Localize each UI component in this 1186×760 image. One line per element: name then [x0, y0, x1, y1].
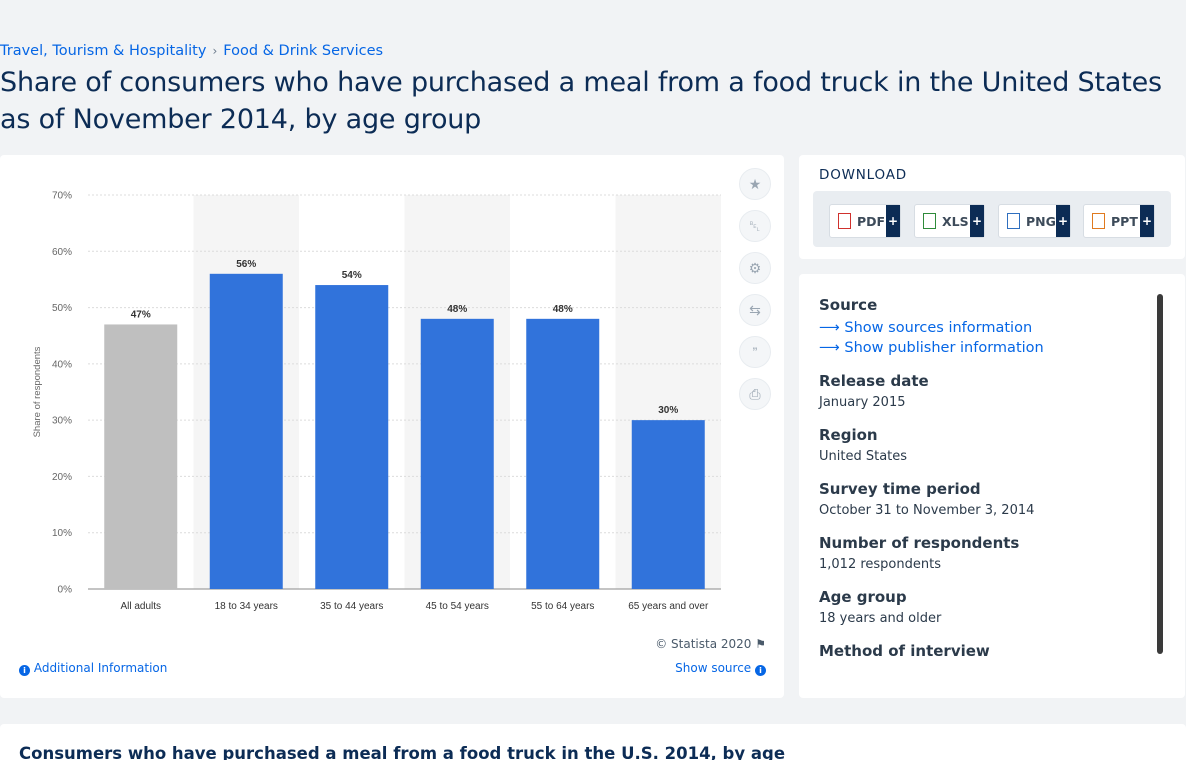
breadcrumb-item-travel[interactable]: Travel, Tourism & Hospitality [0, 43, 207, 59]
pdf-file-icon [838, 213, 851, 229]
favorite-star-icon[interactable]: ★ [739, 168, 771, 200]
survey-period-label: Survey time period [819, 480, 981, 498]
survey-period-value: October 31 to November 3, 2014 [819, 503, 1035, 518]
age-group-label: Age group [819, 588, 907, 606]
source-details: Source ⟶ Show sources information ⟶ Show… [819, 296, 1149, 665]
bar [420, 318, 494, 589]
download-pdf-label: PDF [857, 213, 886, 229]
copyright-text: © Statista 2020 [655, 637, 752, 651]
region-label: Region [819, 426, 878, 444]
bar [631, 420, 705, 589]
y-tick-label: 0% [58, 585, 73, 596]
cite-quote-icon[interactable]: ” [739, 336, 771, 368]
info-icon: i [19, 665, 30, 676]
scrollbar[interactable] [1157, 294, 1163, 654]
download-pdf-button[interactable]: PDF + [829, 204, 901, 238]
region-value: United States [819, 449, 908, 464]
share-icon[interactable]: ⇆ [739, 294, 771, 326]
x-tick-label: 18 to 34 years [215, 601, 278, 612]
x-tick-label: 55 to 64 years [531, 601, 594, 612]
download-xls-label: XLS [942, 213, 969, 229]
show-publisher-link[interactable]: ⟶ Show publisher information [819, 340, 1149, 356]
bar [209, 273, 283, 589]
arrow-right-icon: ⟶ [819, 320, 840, 336]
print-icon[interactable]: ⎙ [739, 378, 771, 410]
respondents-field: Number of respondents 1,012 respondents [819, 534, 1149, 572]
breadcrumb-separator: › [212, 44, 218, 58]
show-sources-label: Show sources information [844, 320, 1033, 336]
respondents-value: 1,012 respondents [819, 557, 941, 572]
x-tick-label: All adults [120, 601, 161, 612]
chart-toolbar: ★ ␇ ⚙ ⇆ ” ⎙ [739, 168, 771, 420]
region-field: Region United States [819, 426, 1149, 464]
download-png-label: PNG [1026, 213, 1056, 229]
y-tick-label: 50% [52, 303, 72, 314]
info-icon: i [755, 665, 766, 676]
data-label: 56% [236, 259, 256, 270]
chart-card: 0% 10% 20% 30% 40% 50% 60% 70% 47% All adults 56% 1… [0, 155, 784, 698]
bar-chart: 0% 10% 20% 30% 40% 50% 60% 70% 47% All adults 56% 1… [32, 191, 721, 612]
y-tick-label: 40% [52, 359, 72, 370]
y-tick-label: 10% [52, 528, 72, 539]
xls-file-icon [923, 213, 936, 229]
interview-method-field: Method of interview [819, 642, 1149, 660]
age-group-field: Age group 18 years and older [819, 588, 1149, 626]
x-tick-label: 45 to 54 years [426, 601, 489, 612]
data-label: 48% [553, 304, 573, 315]
data-label: 54% [342, 270, 362, 281]
page-title: Share of consumers who have purchased a … [0, 67, 1162, 135]
top-navigation-bar [0, 0, 1186, 40]
plus-icon[interactable]: + [970, 205, 984, 237]
plus-icon[interactable]: + [1056, 205, 1070, 237]
y-tick-label: 70% [52, 191, 72, 202]
copyright-notice: © Statista 2020 ⚑ [655, 637, 766, 651]
download-title: DOWNLOAD [819, 167, 907, 183]
download-buttons: PDF + XLS + PNG + PPT + [813, 191, 1171, 247]
download-ppt-button[interactable]: PPT + [1083, 204, 1155, 238]
flag-icon[interactable]: ⚑ [755, 637, 766, 651]
breadcrumb: Travel, Tourism & Hospitality › Food & Dri… [0, 43, 383, 59]
additional-information-label: Additional Information [33, 661, 168, 675]
y-tick-label: 60% [52, 247, 72, 258]
download-png-button[interactable]: PNG + [998, 204, 1071, 238]
y-axis-title: Share of respondents [32, 346, 43, 437]
plus-icon[interactable]: + [1140, 205, 1154, 237]
y-tick-label: 30% [52, 416, 72, 427]
breadcrumb-item-food-drink[interactable]: Food & Drink Services [223, 43, 384, 59]
additional-information-link[interactable]: i Additional Information [19, 661, 167, 676]
description-card: Consumers who have purchased a meal from… [0, 724, 1186, 760]
download-ppt-label: PPT [1111, 213, 1138, 229]
interview-method-label: Method of interview [819, 642, 990, 660]
source-details-card: Source ⟶ Show sources information ⟶ Show… [799, 274, 1185, 698]
release-date-value: January 2015 [819, 395, 906, 410]
release-date-field: Release date January 2015 [819, 372, 1149, 410]
notification-bell-icon[interactable]: ␇ [739, 210, 771, 242]
respondents-label: Number of respondents [819, 534, 1020, 552]
show-source-label: Show source [675, 661, 752, 675]
bar [315, 285, 389, 589]
x-tick-label: 35 to 44 years [320, 601, 383, 612]
show-publisher-label: Show publisher information [844, 340, 1044, 356]
download-card: DOWNLOAD PDF + XLS + PNG + PPT + [799, 155, 1185, 259]
show-sources-link[interactable]: ⟶ Show sources information [819, 320, 1149, 336]
bar [104, 324, 178, 589]
source-heading: Source [819, 296, 878, 314]
bar [526, 318, 600, 589]
data-label: 30% [658, 405, 678, 416]
ppt-file-icon [1092, 213, 1105, 229]
description-title: Consumers who have purchased a meal from… [19, 744, 786, 760]
survey-period-field: Survey time period October 31 to Novembe… [819, 480, 1149, 518]
png-file-icon [1007, 213, 1020, 229]
settings-gear-icon[interactable]: ⚙ [739, 252, 771, 284]
y-tick-label: 20% [52, 472, 72, 483]
plus-icon[interactable]: + [886, 205, 900, 237]
show-source-link[interactable]: Show source i [675, 661, 766, 676]
x-tick-label: 65 years and over [628, 601, 709, 612]
download-xls-button[interactable]: XLS + [914, 204, 985, 238]
age-group-value: 18 years and older [819, 611, 942, 626]
arrow-right-icon: ⟶ [819, 340, 840, 356]
data-label: 47% [131, 309, 151, 320]
data-label: 48% [447, 304, 467, 315]
release-date-label: Release date [819, 372, 929, 390]
